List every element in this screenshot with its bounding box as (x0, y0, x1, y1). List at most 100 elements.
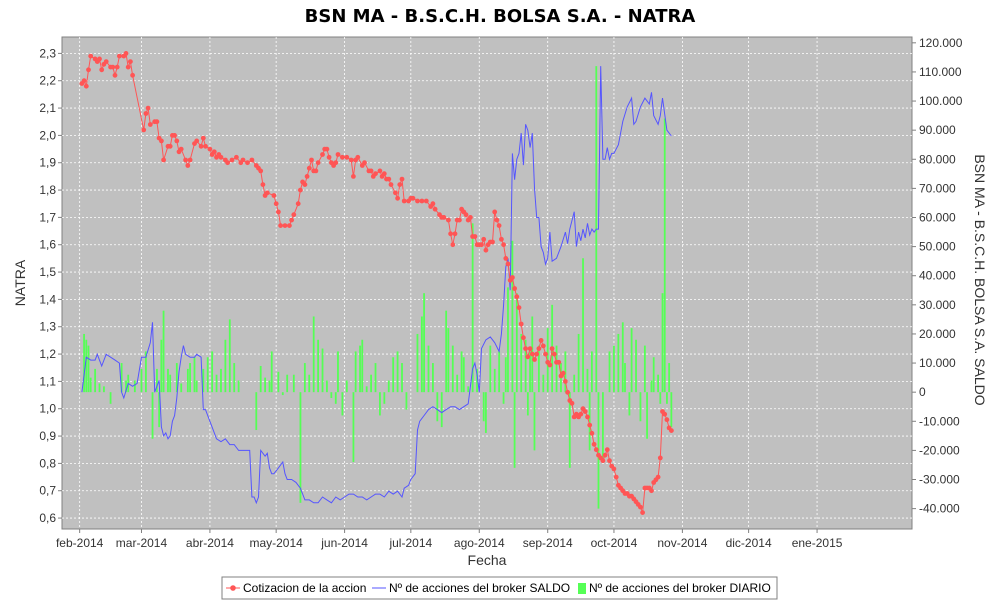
bar-diario (526, 392, 529, 416)
point-price (607, 458, 612, 464)
y-left-tick-label: 2,1 (39, 101, 56, 115)
y-right-axis-ticks: -40.000 -30.000 -20.000 -10.000 0 10.000 20.00… (912, 36, 963, 516)
bar-diario (224, 339, 227, 393)
point-price (415, 198, 420, 204)
point-price (587, 422, 593, 428)
point-price (143, 111, 149, 116)
point-price (211, 149, 217, 155)
x-tick-label: abr-2014 (186, 536, 234, 550)
point-price (593, 447, 599, 453)
chart-title: BSN MA - B.S.C.H. BOLSA S.A. - NATRA (305, 6, 696, 27)
bar-diario (352, 392, 355, 463)
point-price (450, 242, 456, 248)
point-price (532, 357, 537, 362)
bar-diario (511, 240, 514, 393)
point-price (112, 72, 118, 78)
point-price (569, 400, 575, 406)
y-left-tick-label: 1,3 (39, 320, 56, 334)
point-price (529, 351, 535, 357)
y-right-tick-label: -30.000 (919, 473, 960, 487)
bar-diario (264, 377, 267, 393)
point-price (309, 157, 314, 163)
point-price (295, 201, 301, 207)
point-price (264, 190, 270, 196)
point-price (145, 105, 151, 111)
point-price (423, 198, 429, 204)
bar-diario (573, 374, 576, 393)
point-price (669, 428, 674, 433)
y-right-tick-label: -10.000 (919, 414, 960, 428)
plot-area (61, 36, 913, 530)
y-right-tick-label: 120.000 (919, 36, 963, 50)
y-left-tick-label: 1,8 (39, 183, 56, 197)
point-price (499, 236, 504, 242)
point-price (419, 198, 425, 204)
line-saldo (81, 66, 672, 505)
point-price (386, 176, 392, 182)
bar-diario (186, 368, 189, 393)
bar-diario (195, 380, 198, 393)
bar-diario (416, 333, 419, 393)
bar-diario (206, 357, 209, 393)
point-price (655, 474, 661, 480)
point-price (260, 182, 266, 188)
bar-diario (590, 351, 593, 393)
legend-label-saldo: Nº de acciones del broker SALDO (389, 581, 570, 595)
point-price (302, 182, 308, 188)
x-tick-label: ago-2014 (454, 536, 505, 550)
point-price (198, 143, 204, 149)
y-left-tick-label: 0,9 (39, 429, 56, 443)
point-price (159, 138, 164, 144)
bar-diario (639, 392, 642, 422)
y-left-tick-label: 1,2 (39, 347, 56, 361)
y-left-tick-label: 1,1 (39, 374, 56, 388)
bar-diario (337, 351, 339, 393)
bar-diario (292, 374, 295, 393)
point-price (527, 346, 533, 351)
point-price (448, 231, 453, 237)
point-price (306, 165, 312, 171)
bar-diario (467, 386, 470, 393)
y-right-tick-label: -20.000 (919, 443, 960, 457)
series-lines (79, 51, 674, 515)
y-left-tick-label: 0,6 (39, 511, 56, 525)
point-price (167, 143, 173, 149)
point-price (344, 154, 350, 160)
point-price (333, 160, 339, 166)
point-price (602, 452, 608, 458)
bar-diario (643, 345, 646, 393)
bar-diario (345, 380, 348, 393)
bar-diario (211, 351, 214, 393)
bar-diario (520, 333, 523, 393)
bar-diario (588, 392, 591, 451)
bar-diario (270, 351, 273, 393)
bar-diario (420, 316, 423, 393)
bar-diario (396, 351, 399, 393)
point-price (563, 379, 568, 384)
bar-diario (317, 339, 320, 393)
bar-diario (504, 357, 507, 393)
bar-diario (513, 392, 516, 468)
point-price (99, 67, 105, 73)
point-price (540, 343, 546, 349)
bar-diario (103, 386, 105, 393)
x-tick-label: feb-2014 (56, 536, 104, 550)
point-price (503, 256, 509, 261)
y-left-tick-label: 1,0 (39, 402, 56, 416)
y-right-tick-label: 50.000 (919, 240, 956, 254)
bar-diario (286, 374, 289, 393)
bar-diario (568, 392, 571, 468)
point-price (446, 217, 451, 223)
bar-diario (125, 380, 127, 393)
point-price (351, 174, 356, 179)
point-price (287, 223, 292, 229)
bar-diario (440, 392, 443, 428)
bar-diario (228, 319, 231, 393)
point-price (432, 206, 438, 212)
x-axis-label: Fecha (468, 552, 507, 568)
point-price (249, 157, 255, 163)
bar-diario (89, 377, 92, 393)
point-price (298, 187, 303, 193)
bar-diario (133, 380, 136, 393)
bar-diario (582, 258, 584, 393)
